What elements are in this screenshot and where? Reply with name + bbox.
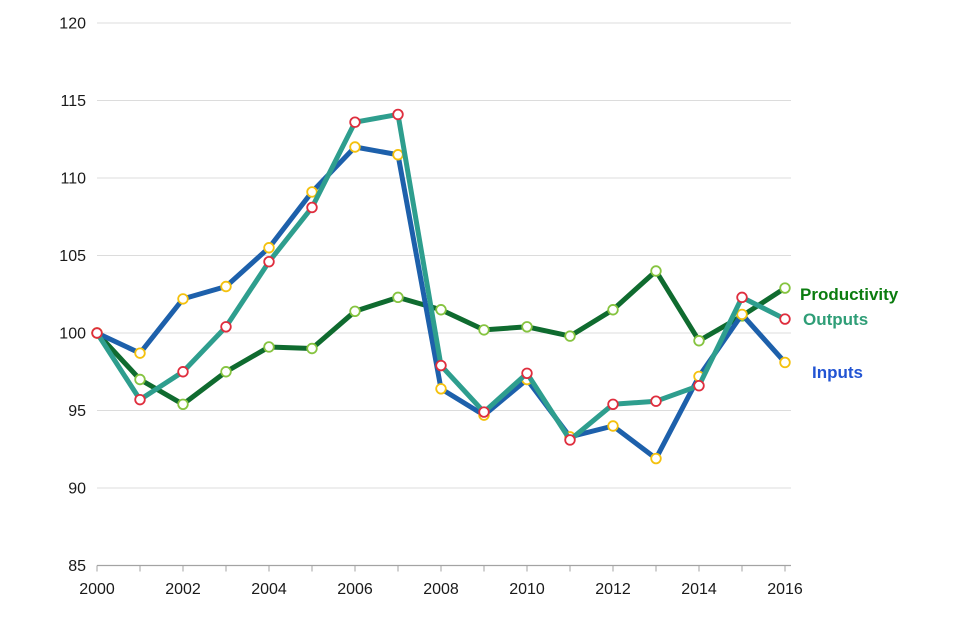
marker-productivity-2013 xyxy=(650,265,662,277)
marker-inputs-2001 xyxy=(134,347,146,359)
marker-inputs-2008 xyxy=(435,383,447,395)
marker-outputs-2012 xyxy=(607,398,619,411)
marker-outputs-2013 xyxy=(650,395,662,407)
x-axis-label-2000: 2000 xyxy=(79,581,115,598)
marker-productivity-2012 xyxy=(607,304,619,316)
x-axis-label-2008: 2008 xyxy=(423,581,459,598)
marker-productivity-2003 xyxy=(220,366,232,378)
y-axis-label-95: 95 xyxy=(68,403,86,420)
marker-productivity-2014 xyxy=(693,335,705,347)
marker-inputs-2016 xyxy=(779,356,791,369)
marker-inputs-2007 xyxy=(392,149,404,161)
marker-inputs-2015 xyxy=(736,308,748,321)
x-axis-label-2010: 2010 xyxy=(509,581,545,598)
marker-productivity-2001 xyxy=(134,373,146,386)
marker-inputs-2004 xyxy=(263,242,275,254)
legend-label-productivity: Productivity xyxy=(800,285,899,304)
marker-productivity-2002 xyxy=(177,398,189,411)
marker-inputs-2005 xyxy=(306,186,318,198)
marker-outputs-2001 xyxy=(134,393,146,406)
y-axis-label-100: 100 xyxy=(59,326,86,343)
x-axis-label-2002: 2002 xyxy=(165,581,201,598)
x-axis-label-2004: 2004 xyxy=(251,581,287,598)
marker-productivity-2010 xyxy=(521,321,533,333)
marker-outputs-2016 xyxy=(779,313,791,325)
x-axis-label-2014: 2014 xyxy=(681,581,717,598)
marker-outputs-2005 xyxy=(306,201,318,214)
marker-outputs-2003 xyxy=(220,321,232,333)
y-axis-label-90: 90 xyxy=(68,481,86,498)
y-axis-label-85: 85 xyxy=(68,558,86,575)
marker-productivity-2005 xyxy=(306,342,318,355)
marker-outputs-2007 xyxy=(392,108,404,121)
y-axis-label-110: 110 xyxy=(60,171,86,188)
marker-inputs-2013 xyxy=(650,452,662,465)
marker-outputs-2004 xyxy=(263,256,275,268)
marker-inputs-2002 xyxy=(177,293,189,305)
marker-inputs-2012 xyxy=(607,420,619,432)
legend-label-inputs: Inputs xyxy=(812,363,863,382)
x-axis-label-2012: 2012 xyxy=(595,581,631,598)
marker-outputs-2008 xyxy=(435,359,447,372)
y-axis-label-105: 105 xyxy=(59,248,86,265)
legend-label-outputs: Outputs xyxy=(803,310,869,329)
series-line-inputs xyxy=(94,144,788,462)
marker-productivity-2006 xyxy=(349,305,361,318)
marker-productivity-2009 xyxy=(478,324,490,336)
marker-outputs-2011 xyxy=(564,434,576,446)
marker-outputs-2014 xyxy=(693,380,705,392)
marker-outputs-2015 xyxy=(736,291,748,304)
marker-productivity-2008 xyxy=(435,304,447,316)
marker-productivity-2007 xyxy=(392,291,404,304)
marker-productivity-2016 xyxy=(779,282,791,294)
x-axis-label-2016: 2016 xyxy=(767,581,803,598)
y-axis-label-120: 120 xyxy=(59,16,86,33)
marker-outputs-2000 xyxy=(91,327,103,339)
marker-inputs-2006 xyxy=(349,141,361,153)
marker-inputs-2003 xyxy=(220,280,232,293)
marker-outputs-2010 xyxy=(521,367,533,380)
marker-outputs-2006 xyxy=(349,116,361,128)
marker-outputs-2009 xyxy=(478,406,490,418)
x-axis-label-2006: 2006 xyxy=(337,581,373,598)
marker-productivity-2011 xyxy=(564,330,576,342)
marker-productivity-2004 xyxy=(263,341,275,353)
y-axis-label-115: 115 xyxy=(60,93,86,110)
marker-outputs-2002 xyxy=(177,366,189,378)
